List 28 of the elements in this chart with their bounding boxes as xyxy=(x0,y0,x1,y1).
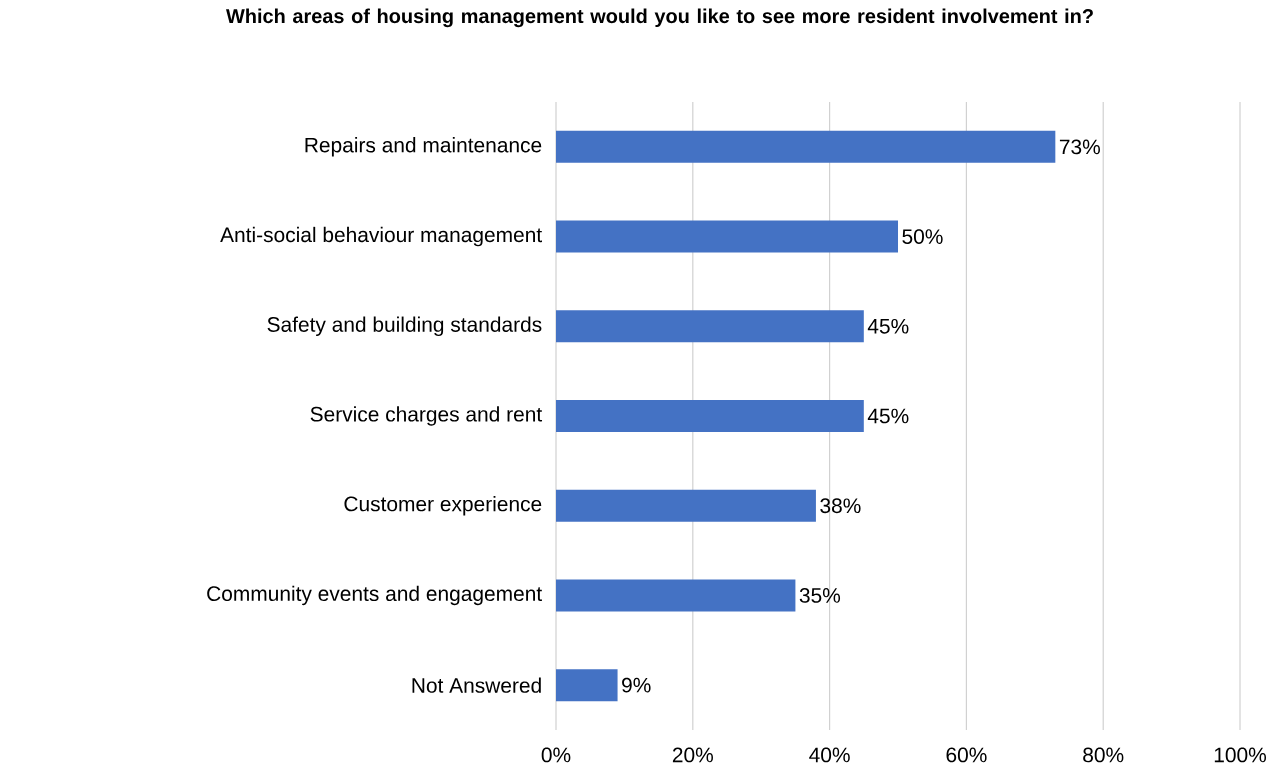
y-tick-label: Anti-social behaviour management xyxy=(220,226,542,247)
y-tick-label: Repairs and maintenance xyxy=(305,137,542,157)
data-label: 38% xyxy=(820,498,861,514)
x-tick-label: 40% xyxy=(809,747,850,763)
x-tick-label: 80% xyxy=(1083,747,1124,763)
x-tick-label: 0% xyxy=(541,747,571,763)
data-label: 9% xyxy=(622,677,651,693)
data-label: 45% xyxy=(867,318,909,334)
x-tick-label: 60% xyxy=(946,747,987,763)
data-label: 35% xyxy=(799,588,841,603)
x-tick-label: 20% xyxy=(672,747,713,763)
y-tick-label: Not Answered xyxy=(412,677,541,693)
bar xyxy=(556,310,864,343)
bar xyxy=(556,489,816,522)
y-tick-label: Customer experience xyxy=(344,495,542,516)
y-tick-label: Safety and building standards xyxy=(267,316,542,337)
data-label: 45% xyxy=(867,408,909,424)
data-label: 50% xyxy=(902,229,943,244)
y-tick-label: Community events and engagement xyxy=(207,585,543,606)
bar xyxy=(556,579,796,612)
chart-title: Which areas of housing management would you like to see more resident involvement in? xyxy=(226,8,1093,28)
x-tick-label: 100% xyxy=(1214,747,1267,763)
bar xyxy=(556,220,899,253)
y-tick-label: Service charges and rent xyxy=(310,406,543,426)
bar xyxy=(556,130,1056,163)
data-label: 73% xyxy=(1059,139,1100,155)
bar xyxy=(556,400,864,433)
bar xyxy=(556,669,618,702)
